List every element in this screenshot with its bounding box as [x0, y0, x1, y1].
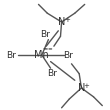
Text: +: + [64, 17, 70, 23]
Text: Br: Br [47, 69, 57, 78]
Text: Br: Br [40, 30, 50, 39]
Text: Mn: Mn [34, 50, 49, 60]
Text: N: N [78, 83, 85, 93]
Text: Br: Br [6, 50, 16, 60]
Text: N: N [58, 17, 65, 27]
Text: Br: Br [63, 50, 73, 60]
Text: +: + [84, 83, 90, 89]
